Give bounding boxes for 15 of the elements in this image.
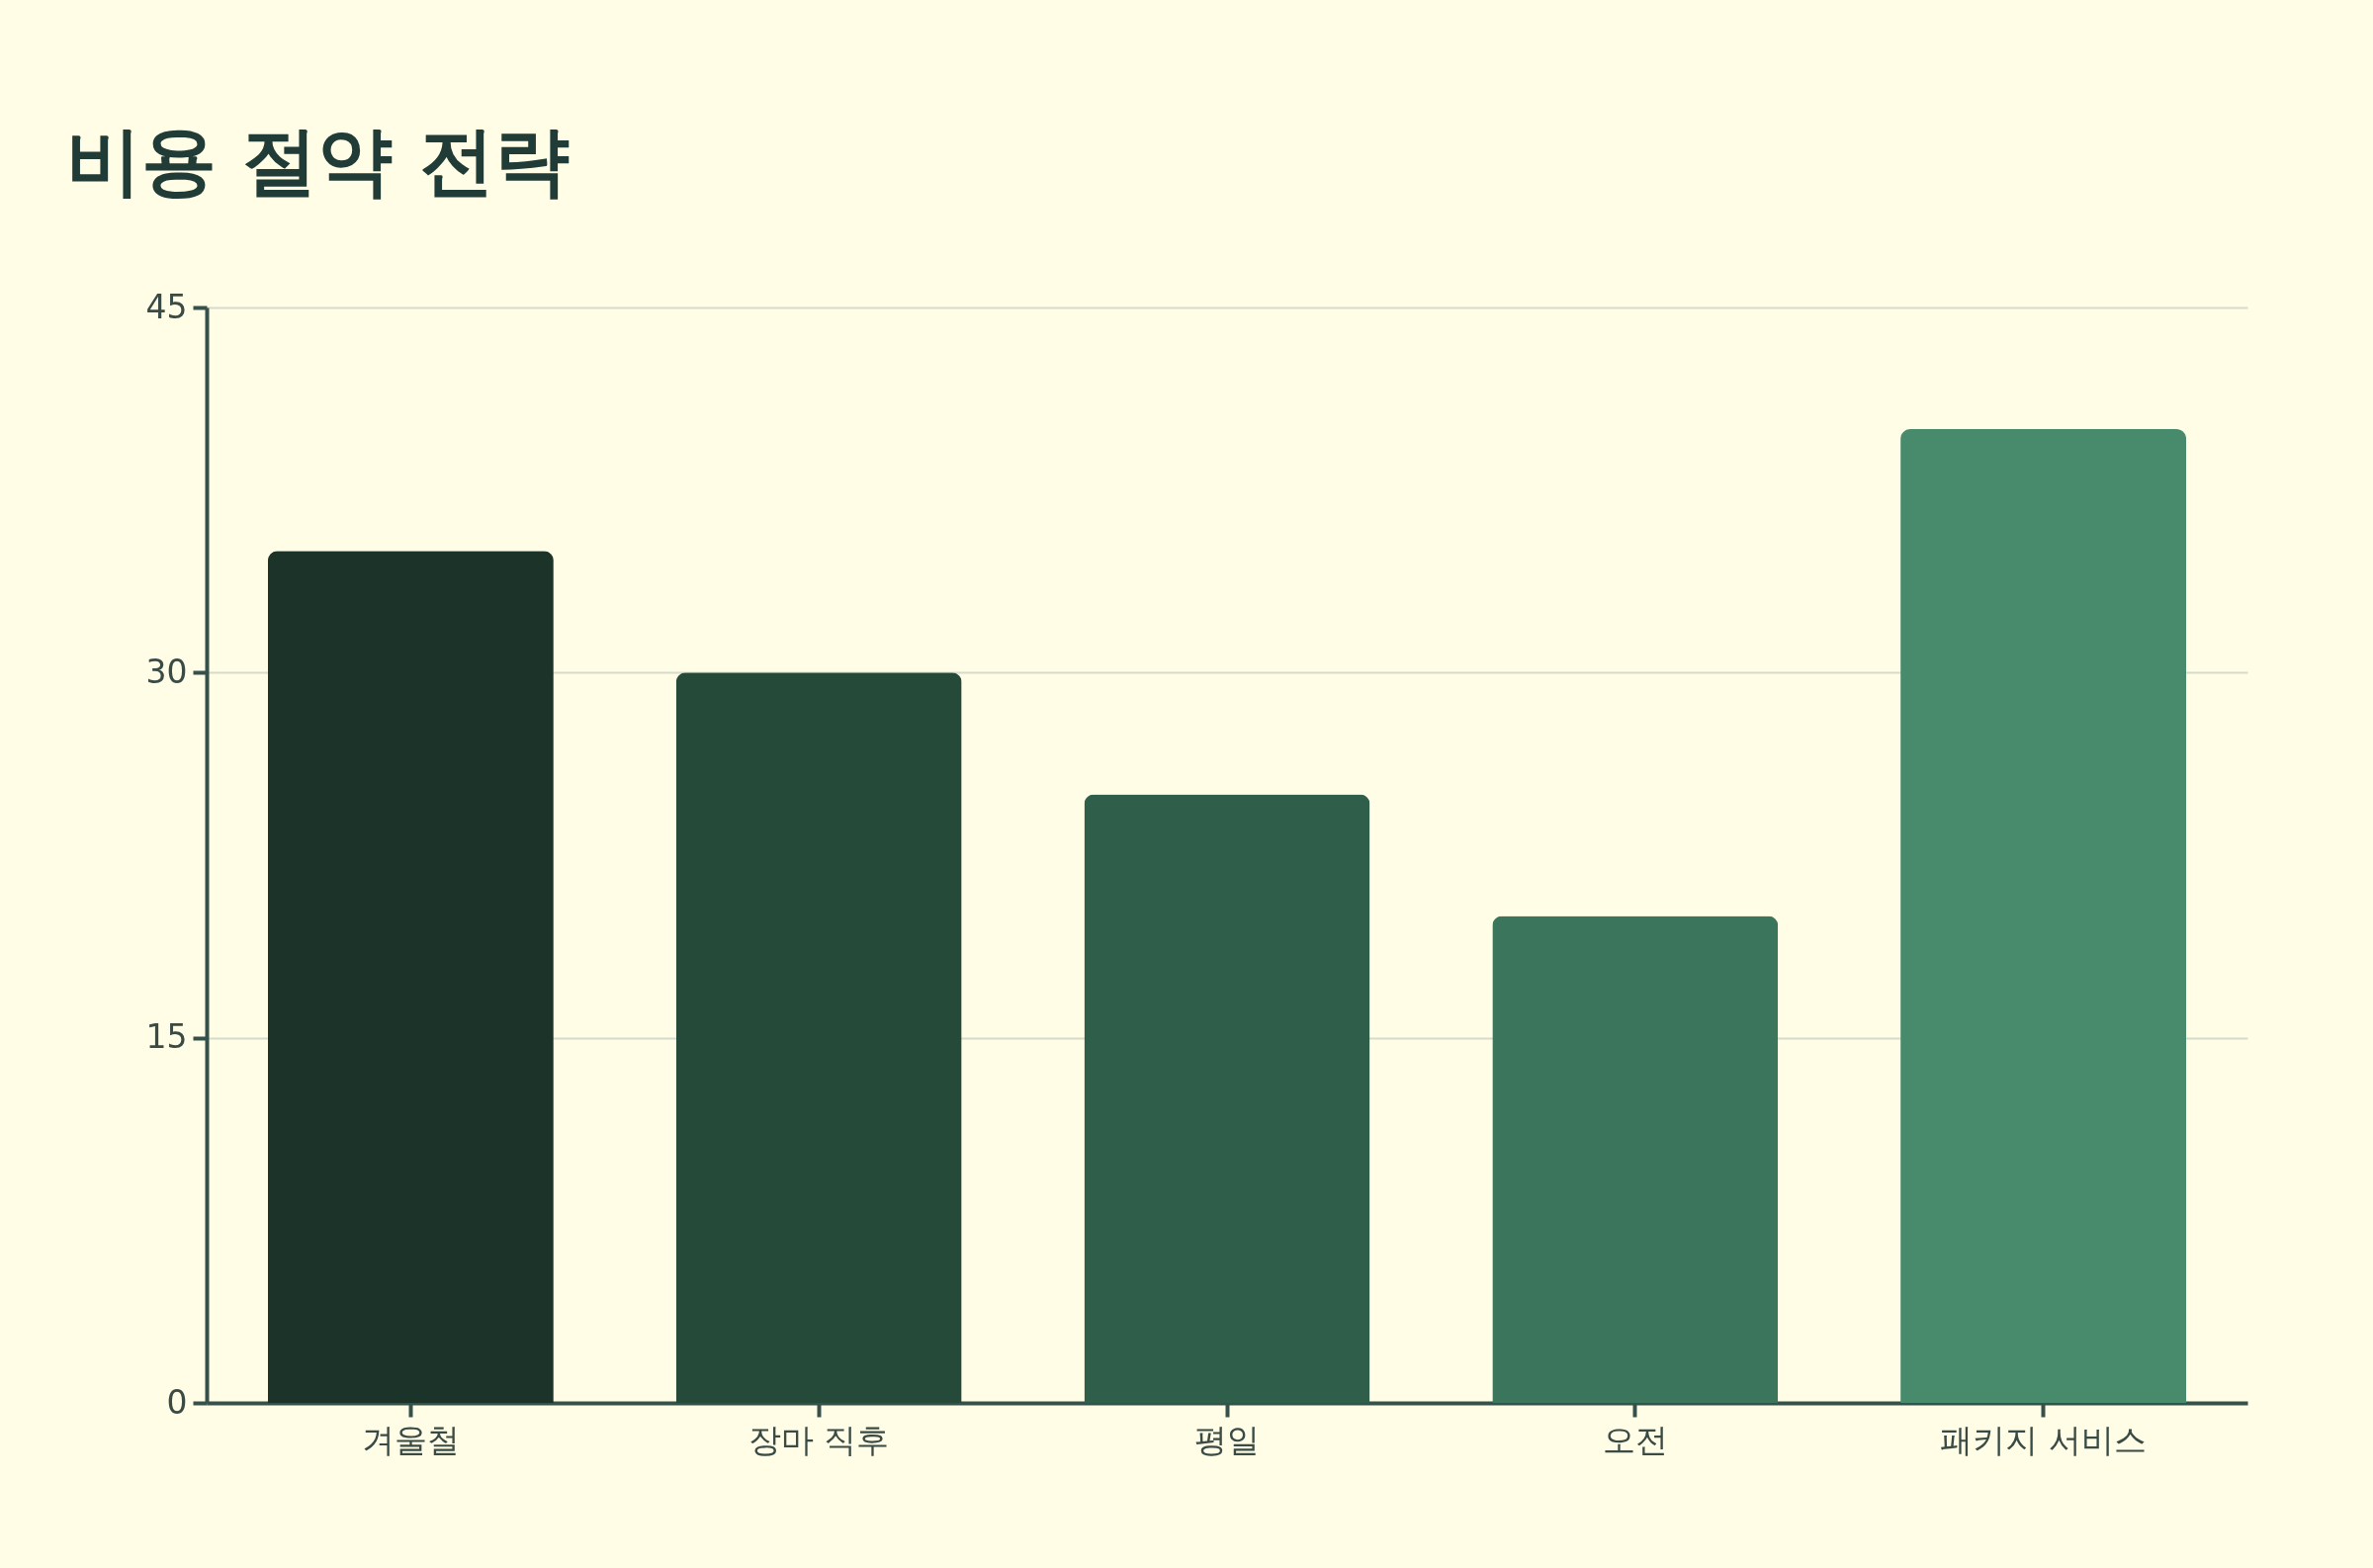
bar [1084, 794, 1370, 1403]
x-tick-label: 평일 [1194, 1420, 1260, 1459]
x-tick-label: 겨울철 [361, 1420, 460, 1459]
y-tick-label: 30 [145, 652, 188, 691]
x-tick-label: 장마 직후 [747, 1420, 890, 1459]
bar [675, 672, 962, 1403]
bar [1492, 915, 1779, 1403]
x-tick-label: 패키지 서비스 [1940, 1420, 2147, 1459]
bar [267, 551, 554, 1403]
y-tick-label: 15 [145, 1017, 188, 1057]
y-tick-label: 45 [145, 287, 188, 326]
x-tick-label: 오전 [1602, 1420, 1668, 1459]
chart-title: 비용 절약 전략 [66, 117, 570, 205]
y-tick-label: 0 [166, 1382, 188, 1422]
bar [1900, 429, 2187, 1403]
